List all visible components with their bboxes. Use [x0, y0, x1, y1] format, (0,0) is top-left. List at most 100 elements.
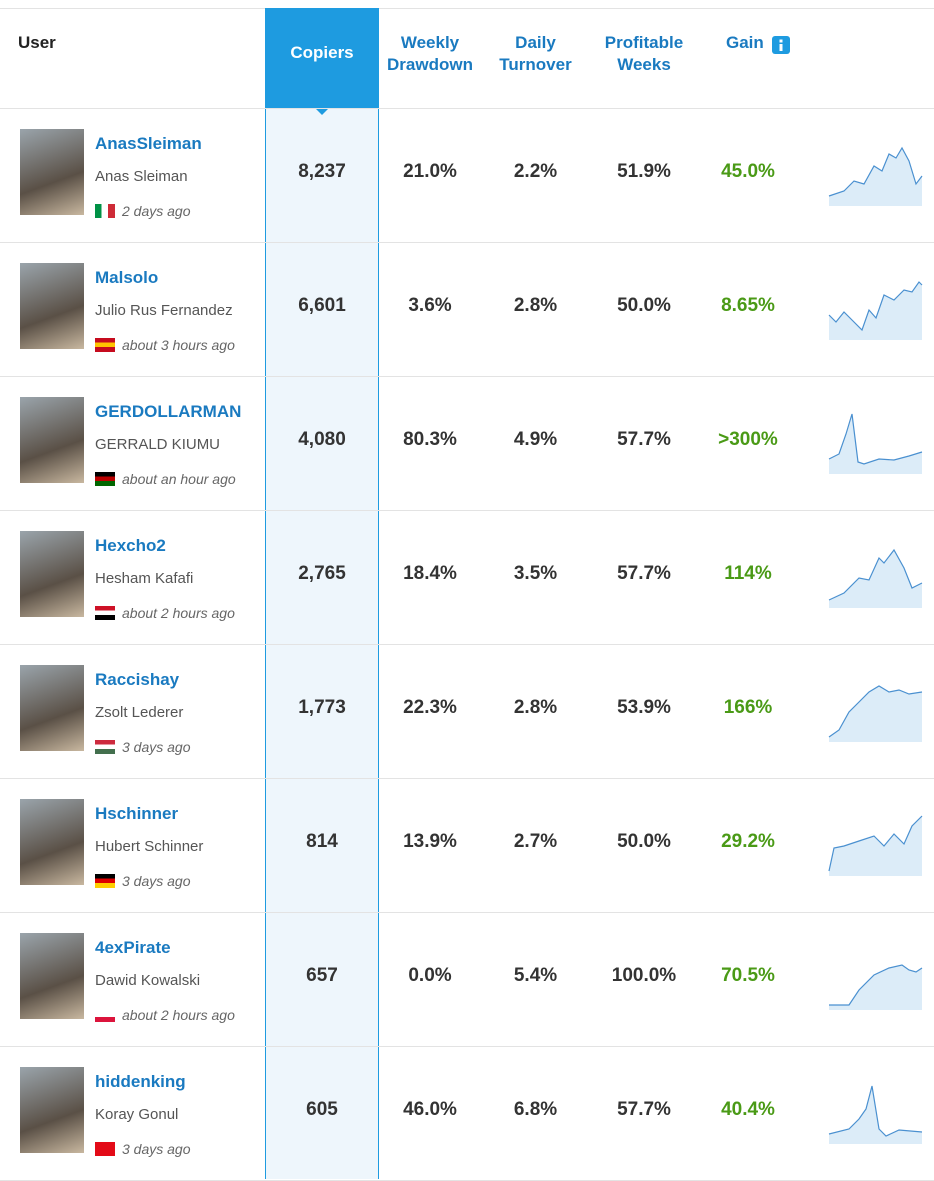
- username[interactable]: 4exPirate: [95, 938, 171, 958]
- row-separator: [0, 778, 934, 779]
- username[interactable]: Hschinner: [95, 804, 178, 824]
- weekly-drawdown: 0.0%: [379, 965, 481, 987]
- gain: 114%: [698, 563, 798, 585]
- column-header[interactable]: Weekly Drawdown: [378, 32, 482, 76]
- row-separator: [0, 1046, 934, 1047]
- weekly-drawdown: 22.3%: [379, 697, 481, 719]
- profitable-weeks: 51.9%: [590, 161, 698, 183]
- sparkline: [824, 1074, 928, 1149]
- profitable-weeks: 57.7%: [590, 1099, 698, 1121]
- gain: 166%: [698, 697, 798, 719]
- sparkline: [824, 538, 928, 613]
- row-separator: [0, 912, 934, 913]
- username[interactable]: AnasSleiman: [95, 134, 202, 154]
- last-seen: about 2 hours ago: [122, 605, 235, 621]
- username[interactable]: Malsolo: [95, 268, 158, 288]
- copiers: 605: [265, 1099, 379, 1121]
- username[interactable]: Raccishay: [95, 670, 179, 690]
- avatar: [20, 397, 84, 483]
- last-seen: about 3 hours ago: [122, 337, 235, 353]
- username[interactable]: hiddenking: [95, 1072, 186, 1092]
- gain: 40.4%: [698, 1099, 798, 1121]
- full-name: GERRALD KIUMU: [95, 436, 220, 453]
- copiers: 1,773: [265, 697, 379, 719]
- last-seen: about 2 hours ago: [122, 1007, 235, 1023]
- info-icon[interactable]: [772, 36, 790, 54]
- row-separator: [0, 108, 934, 109]
- full-name: Koray Gonul: [95, 1106, 178, 1123]
- last-seen: 3 days ago: [122, 739, 191, 755]
- column-header: User: [18, 32, 138, 54]
- column-header[interactable]: Daily Turnover: [481, 32, 590, 76]
- profitable-weeks: 57.7%: [590, 563, 698, 585]
- full-name: Anas Sleiman: [95, 168, 188, 185]
- username[interactable]: Hexcho2: [95, 536, 166, 556]
- sparkline: [824, 270, 928, 345]
- gain: 70.5%: [698, 965, 798, 987]
- full-name: Julio Rus Fernandez: [95, 302, 233, 319]
- flag: [95, 1142, 115, 1156]
- full-name: Hubert Schinner: [95, 838, 203, 855]
- flag: [95, 204, 115, 218]
- flag: [95, 740, 115, 754]
- weekly-drawdown: 46.0%: [379, 1099, 481, 1121]
- weekly-drawdown: 13.9%: [379, 831, 481, 853]
- avatar: [20, 531, 84, 617]
- sparkline: [824, 940, 928, 1015]
- avatar: [20, 129, 84, 215]
- avatar: [20, 799, 84, 885]
- full-name: Hesham Kafafi: [95, 570, 193, 587]
- daily-turnover: 2.8%: [481, 295, 590, 317]
- full-name: Zsolt Lederer: [95, 704, 183, 721]
- row-separator: [0, 242, 934, 243]
- last-seen: about an hour ago: [122, 471, 236, 487]
- gain: 8.65%: [698, 295, 798, 317]
- profitable-weeks: 50.0%: [590, 831, 698, 853]
- copiers: 4,080: [265, 429, 379, 451]
- profitable-weeks: 100.0%: [590, 965, 698, 987]
- row-separator: [0, 644, 934, 645]
- flag: [95, 606, 115, 620]
- full-name: Dawid Kowalski: [95, 972, 200, 989]
- daily-turnover: 5.4%: [481, 965, 590, 987]
- row-separator: [0, 510, 934, 511]
- gain: 45.0%: [698, 161, 798, 183]
- column-header[interactable]: Profitable Weeks: [590, 32, 698, 76]
- top-rule: [0, 8, 934, 9]
- weekly-drawdown: 21.0%: [379, 161, 481, 183]
- profitable-weeks: 57.7%: [590, 429, 698, 451]
- copiers: 6,601: [265, 295, 379, 317]
- sparkline: [824, 806, 928, 881]
- copiers: 2,765: [265, 563, 379, 585]
- copiers: 8,237: [265, 161, 379, 183]
- last-seen: 3 days ago: [122, 1141, 191, 1157]
- daily-turnover: 4.9%: [481, 429, 590, 451]
- gain: 29.2%: [698, 831, 798, 853]
- flag: [95, 874, 115, 888]
- daily-turnover: 2.8%: [481, 697, 590, 719]
- avatar: [20, 263, 84, 349]
- flag: [95, 472, 115, 486]
- last-seen: 2 days ago: [122, 203, 191, 219]
- daily-turnover: 6.8%: [481, 1099, 590, 1121]
- gain: >300%: [698, 429, 798, 451]
- row-separator: [0, 376, 934, 377]
- daily-turnover: 2.2%: [481, 161, 590, 183]
- flag: [95, 338, 115, 352]
- username[interactable]: GERDOLLARMAN: [95, 402, 241, 422]
- weekly-drawdown: 80.3%: [379, 429, 481, 451]
- last-seen: 3 days ago: [122, 873, 191, 889]
- avatar: [20, 665, 84, 751]
- copiers: 657: [265, 965, 379, 987]
- weekly-drawdown: 18.4%: [379, 563, 481, 585]
- copiers: 814: [265, 831, 379, 853]
- weekly-drawdown: 3.6%: [379, 295, 481, 317]
- sparkline: [824, 672, 928, 747]
- column-header[interactable]: Copiers: [265, 42, 379, 64]
- sparkline: [824, 404, 928, 479]
- page: (() => { const data = JSON.parse(documen…: [0, 0, 934, 1179]
- profitable-weeks: 53.9%: [590, 697, 698, 719]
- avatar: [20, 1067, 84, 1153]
- daily-turnover: 3.5%: [481, 563, 590, 585]
- avatar: [20, 933, 84, 1019]
